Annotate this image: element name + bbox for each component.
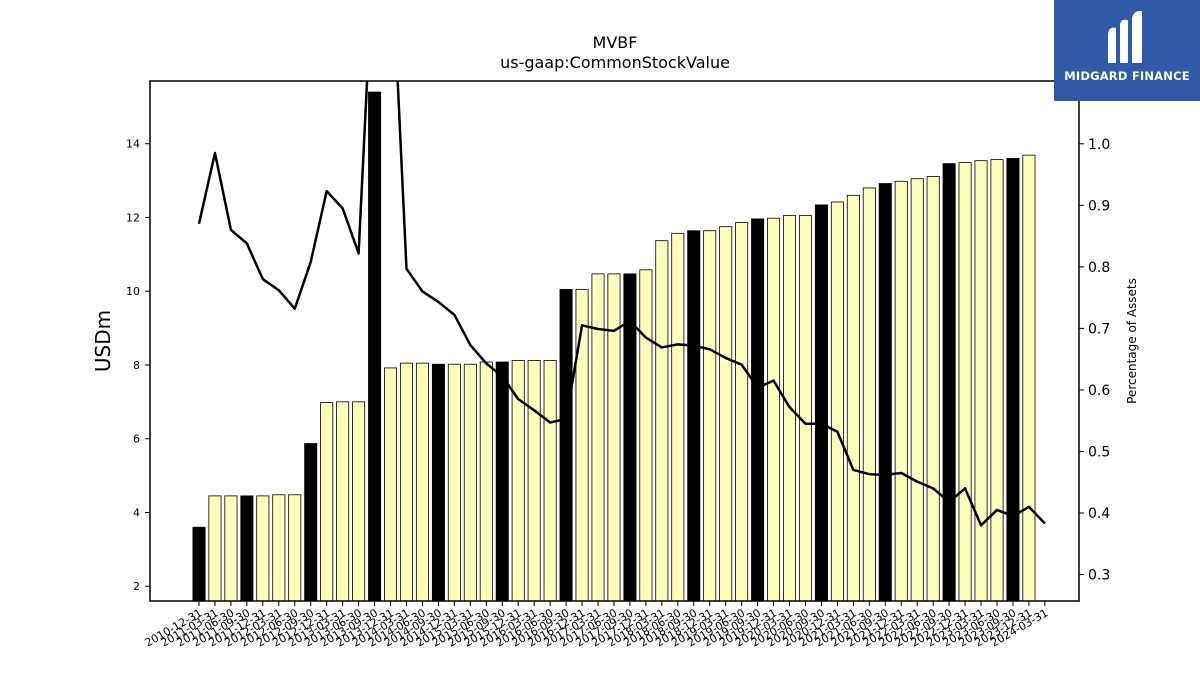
bar (846, 194, 860, 602)
bar (719, 226, 733, 602)
y-tick-label: 6 (133, 433, 140, 446)
midgard-finance-logo-icon (1108, 10, 1142, 64)
bar (352, 401, 366, 602)
bar (942, 163, 956, 602)
bar (862, 187, 876, 602)
bar (543, 360, 557, 602)
bar (894, 180, 908, 602)
y2-tick-label: 0.7 (1088, 321, 1110, 337)
bar (591, 273, 605, 602)
y2-tick-label: 1.0 (1088, 137, 1110, 153)
bar (415, 362, 429, 602)
y-tick-label: 4 (133, 506, 140, 519)
bar (431, 363, 445, 602)
bar (671, 232, 685, 602)
bar (479, 361, 493, 602)
bar (958, 162, 972, 602)
bar (655, 240, 669, 602)
y2-axis-label: Percentage of Assets (1125, 278, 1139, 404)
bar (767, 217, 781, 602)
bar (990, 159, 1004, 602)
bar (224, 495, 238, 602)
y-axis-label: USDm (91, 310, 115, 372)
bar (830, 201, 844, 602)
bar (256, 495, 270, 602)
bar (639, 269, 653, 602)
y2-tick-label: 0.9 (1088, 198, 1110, 214)
bar (527, 360, 541, 602)
bar (735, 222, 749, 602)
plot-frame (149, 80, 1080, 602)
bar (495, 361, 509, 602)
bar (384, 367, 398, 602)
y2-tick-label: 0.5 (1088, 444, 1110, 460)
bar (320, 402, 334, 602)
bar (272, 494, 286, 602)
brand-logo-text: MIDGARD FINANCE (1064, 69, 1190, 83)
chart-subtitle: us-gaap:CommonStockValue (500, 53, 730, 72)
bar (575, 288, 589, 602)
bar (1006, 158, 1020, 602)
bar (463, 363, 477, 602)
y2-tick-label: 0.6 (1088, 383, 1110, 399)
bar (304, 443, 318, 602)
bar (910, 178, 924, 602)
bar (703, 230, 717, 602)
bar (240, 495, 254, 602)
y2-tick-label: 0.8 (1088, 260, 1110, 276)
bar (288, 494, 302, 602)
bar (368, 91, 382, 602)
bar (336, 401, 350, 602)
bar (751, 218, 765, 602)
bar (798, 215, 812, 602)
y2-tick-label: 0.4 (1088, 506, 1110, 522)
chart-title: MVBF (593, 33, 638, 52)
x-axis: 2010-12-312011-03-312011-06-302011-09-30… (143, 601, 1050, 650)
bar (607, 273, 621, 602)
bar (447, 363, 461, 602)
bar (687, 230, 701, 602)
bar (926, 176, 940, 602)
left-axis: 2 4 6 8 10 12 14 (126, 138, 150, 593)
y2-tick-label: 0.3 (1088, 568, 1110, 584)
y-tick-label: 8 (133, 359, 140, 372)
bar-series (192, 91, 1036, 602)
right-axis: 0.3 0.4 0.5 0.6 0.7 0.8 0.9 1.0 (1079, 137, 1110, 584)
bar (192, 526, 206, 602)
bar (511, 360, 525, 602)
bar (878, 183, 892, 602)
bar (1022, 154, 1036, 602)
y-tick-label: 2 (133, 580, 140, 593)
brand-logo: MIDGARD FINANCE (1054, 0, 1200, 101)
bar (559, 288, 573, 602)
y-tick-label: 12 (126, 211, 140, 224)
y-tick-label: 14 (126, 138, 140, 151)
y-tick-label: 10 (126, 285, 140, 298)
percentage-line (197, 81, 1046, 527)
bar (814, 204, 828, 602)
bar (974, 160, 988, 602)
bar (208, 495, 222, 602)
bar (399, 362, 413, 602)
line-series (197, 81, 1046, 527)
